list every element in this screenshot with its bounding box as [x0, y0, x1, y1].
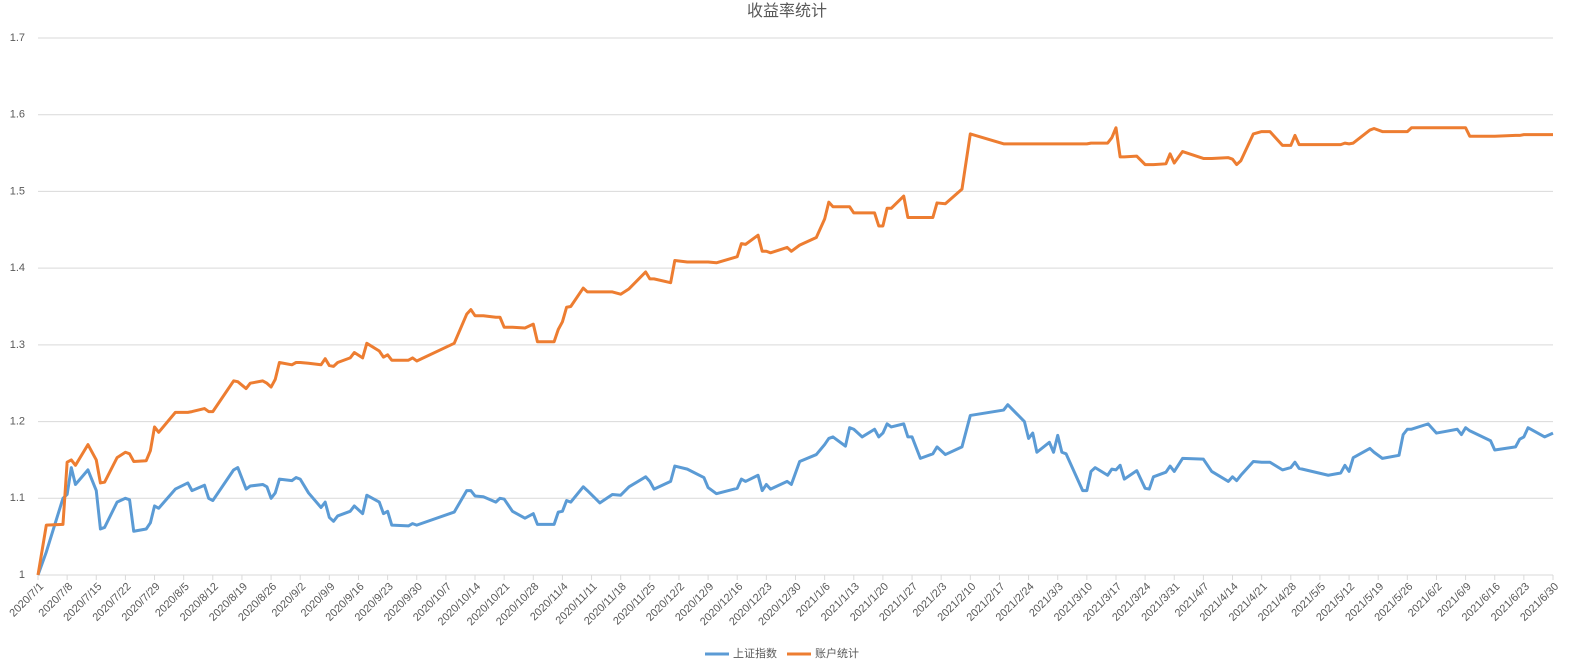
- y-tick-label: 1.4: [10, 262, 25, 274]
- chart-title: 收益率统计: [747, 2, 827, 20]
- y-tick-label: 1.2: [10, 415, 25, 427]
- y-tick-label: 1.7: [10, 32, 25, 44]
- y-tick-label: 1.5: [10, 185, 25, 197]
- y-tick-label: 1: [19, 569, 25, 581]
- y-tick-label: 1.1: [10, 492, 25, 504]
- y-tick-label: 1.6: [10, 109, 25, 121]
- legend-label: 上证指数: [733, 646, 777, 660]
- legend-label: 账户统计: [815, 646, 859, 660]
- series-line: [36, 126, 1553, 576]
- series-line: [36, 403, 1554, 576]
- y-tick-label: 1.3: [10, 339, 25, 351]
